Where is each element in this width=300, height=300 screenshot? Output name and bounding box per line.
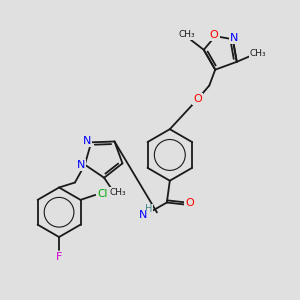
Text: O: O xyxy=(185,199,194,208)
Text: F: F xyxy=(56,252,62,262)
Text: N: N xyxy=(83,136,92,146)
Text: H: H xyxy=(145,204,153,214)
Text: N: N xyxy=(230,33,238,43)
Text: CH₃: CH₃ xyxy=(178,30,195,39)
Text: O: O xyxy=(210,30,219,40)
Text: O: O xyxy=(193,94,202,104)
Text: CH₃: CH₃ xyxy=(249,50,266,58)
Text: N: N xyxy=(139,210,147,220)
Text: Cl: Cl xyxy=(97,189,107,199)
Text: CH₃: CH₃ xyxy=(110,188,126,197)
Text: N: N xyxy=(77,160,85,170)
